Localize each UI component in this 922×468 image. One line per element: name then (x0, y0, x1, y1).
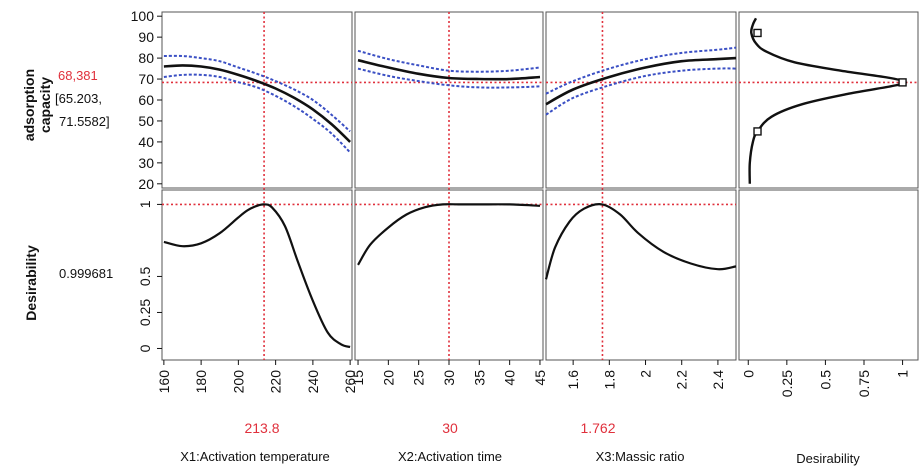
x-tick-label: 0.5 (817, 370, 833, 390)
response1-value: 68,381 (58, 68, 98, 83)
x-tick-label: 240 (305, 370, 321, 394)
response1-ci-high: 71.5582] (59, 114, 110, 129)
x-tick-label: 200 (230, 370, 246, 394)
desirability-trace-curve (163, 203, 351, 349)
adsorption-prediction-curve (545, 56, 737, 106)
y-axis-desirability: 0 0.25 0.5 1 (137, 200, 162, 352)
response1-label: adsorption capacity 68,381 [65.203, 71.5… (21, 68, 110, 141)
factor3-current: 1.762 (580, 420, 615, 436)
response2-name: Desirability (23, 245, 39, 321)
response2-label: Desirability 0.999681 (23, 245, 113, 321)
desirability-trace-curve (357, 203, 541, 266)
x-tick-label: 45 (532, 370, 548, 386)
x-tick-label: 180 (193, 370, 209, 394)
y-tick-label-adsorption: 40 (138, 134, 154, 150)
x-tick-label: 35 (471, 370, 487, 386)
desirability-handle-marker (753, 127, 762, 136)
y-tick-label-desirability: 0.5 (137, 266, 153, 286)
y-tick-label-adsorption: 90 (138, 29, 154, 45)
y-tick-label-adsorption: 80 (138, 50, 154, 66)
ci-lower-curve (357, 67, 541, 89)
ci-upper-curve (357, 49, 541, 73)
y-tick-label-desirability: 0 (137, 344, 153, 352)
x-tick-label: 2.4 (710, 370, 726, 390)
ci-lower-curve (163, 73, 351, 154)
y-tick-label-adsorption: 50 (138, 113, 154, 129)
y-tick-label-desirability: 0.25 (137, 299, 153, 326)
panel-1: 160 180 200 220 240 260 (156, 12, 358, 393)
response1-name-line2: capacity (37, 77, 53, 133)
ci-upper-curve (163, 54, 351, 133)
panel-frame-desirability-4 (738, 189, 919, 361)
x-tick-label: 1.6 (565, 370, 581, 390)
desirability-handle-marker (898, 78, 907, 87)
x-tick-label: 30 (441, 370, 457, 386)
x-tick-label: 0.25 (779, 370, 795, 397)
x-tick-label: 40 (502, 370, 518, 386)
y-tick-label-adsorption: 30 (138, 155, 154, 171)
response2-value: 0.999681 (59, 266, 113, 281)
x-tick-label: 160 (156, 370, 172, 394)
x-tick-label: 15 (350, 370, 366, 386)
panel-frame-adsorption-1 (161, 11, 353, 189)
x-tick-label: 2 (638, 370, 654, 378)
y-tick-label-adsorption: 100 (131, 8, 155, 24)
x-tick-label: 2.2 (674, 370, 690, 390)
panel-4: 0 0.25 0.5 0.75 1 (739, 17, 918, 397)
panel-2: 15 20 25 30 35 40 45 (350, 12, 548, 386)
y-tick-label-adsorption: 20 (138, 176, 154, 192)
x-tick-label: 20 (380, 370, 396, 386)
desirability-trace-curve (544, 203, 737, 280)
adsorption-prediction-curve (357, 58, 541, 81)
factor2-current: 30 (442, 420, 458, 436)
factor1-current: 213.8 (244, 420, 279, 436)
panel-frame-adsorption-3 (545, 11, 737, 189)
x-tick-label: 0 (740, 370, 756, 378)
factor2-name: X2:Activation time (398, 449, 502, 464)
response1-name-line1: adsorption (21, 69, 37, 141)
y-axis-adsorption: 20 30 40 50 60 70 80 90 100 (131, 8, 162, 192)
x-tick-label: 0.75 (856, 370, 872, 397)
y-tick-label-adsorption: 60 (138, 92, 154, 108)
panel-frame-desirability-1 (161, 189, 353, 361)
x-tick-label: 1 (895, 370, 911, 378)
desirability-handle-marker (753, 28, 762, 38)
y-tick-label-adsorption: 70 (138, 71, 154, 87)
desirability-function-curve (748, 17, 907, 184)
response1-ci-low: [65.203, (55, 91, 102, 106)
x-tick-label: 260 (342, 370, 358, 394)
x-tick-label: 25 (411, 370, 427, 386)
panel-3: 1.6 1.8 2 2.2 2.4 (544, 12, 737, 390)
ci-lower-curve (545, 67, 737, 116)
factor3-name: X3:Massic ratio (596, 449, 685, 464)
factor4-name: Desirability (796, 451, 860, 466)
x-tick-label: 220 (268, 370, 284, 394)
x-tick-label: 1.8 (601, 370, 617, 390)
ci-upper-curve (545, 46, 737, 95)
adsorption-prediction-curve (163, 64, 352, 143)
y-tick-label-desirability: 1 (137, 200, 153, 208)
panel-frame-adsorption-4 (738, 11, 919, 189)
factor1-name: X1:Activation temperature (180, 449, 330, 464)
